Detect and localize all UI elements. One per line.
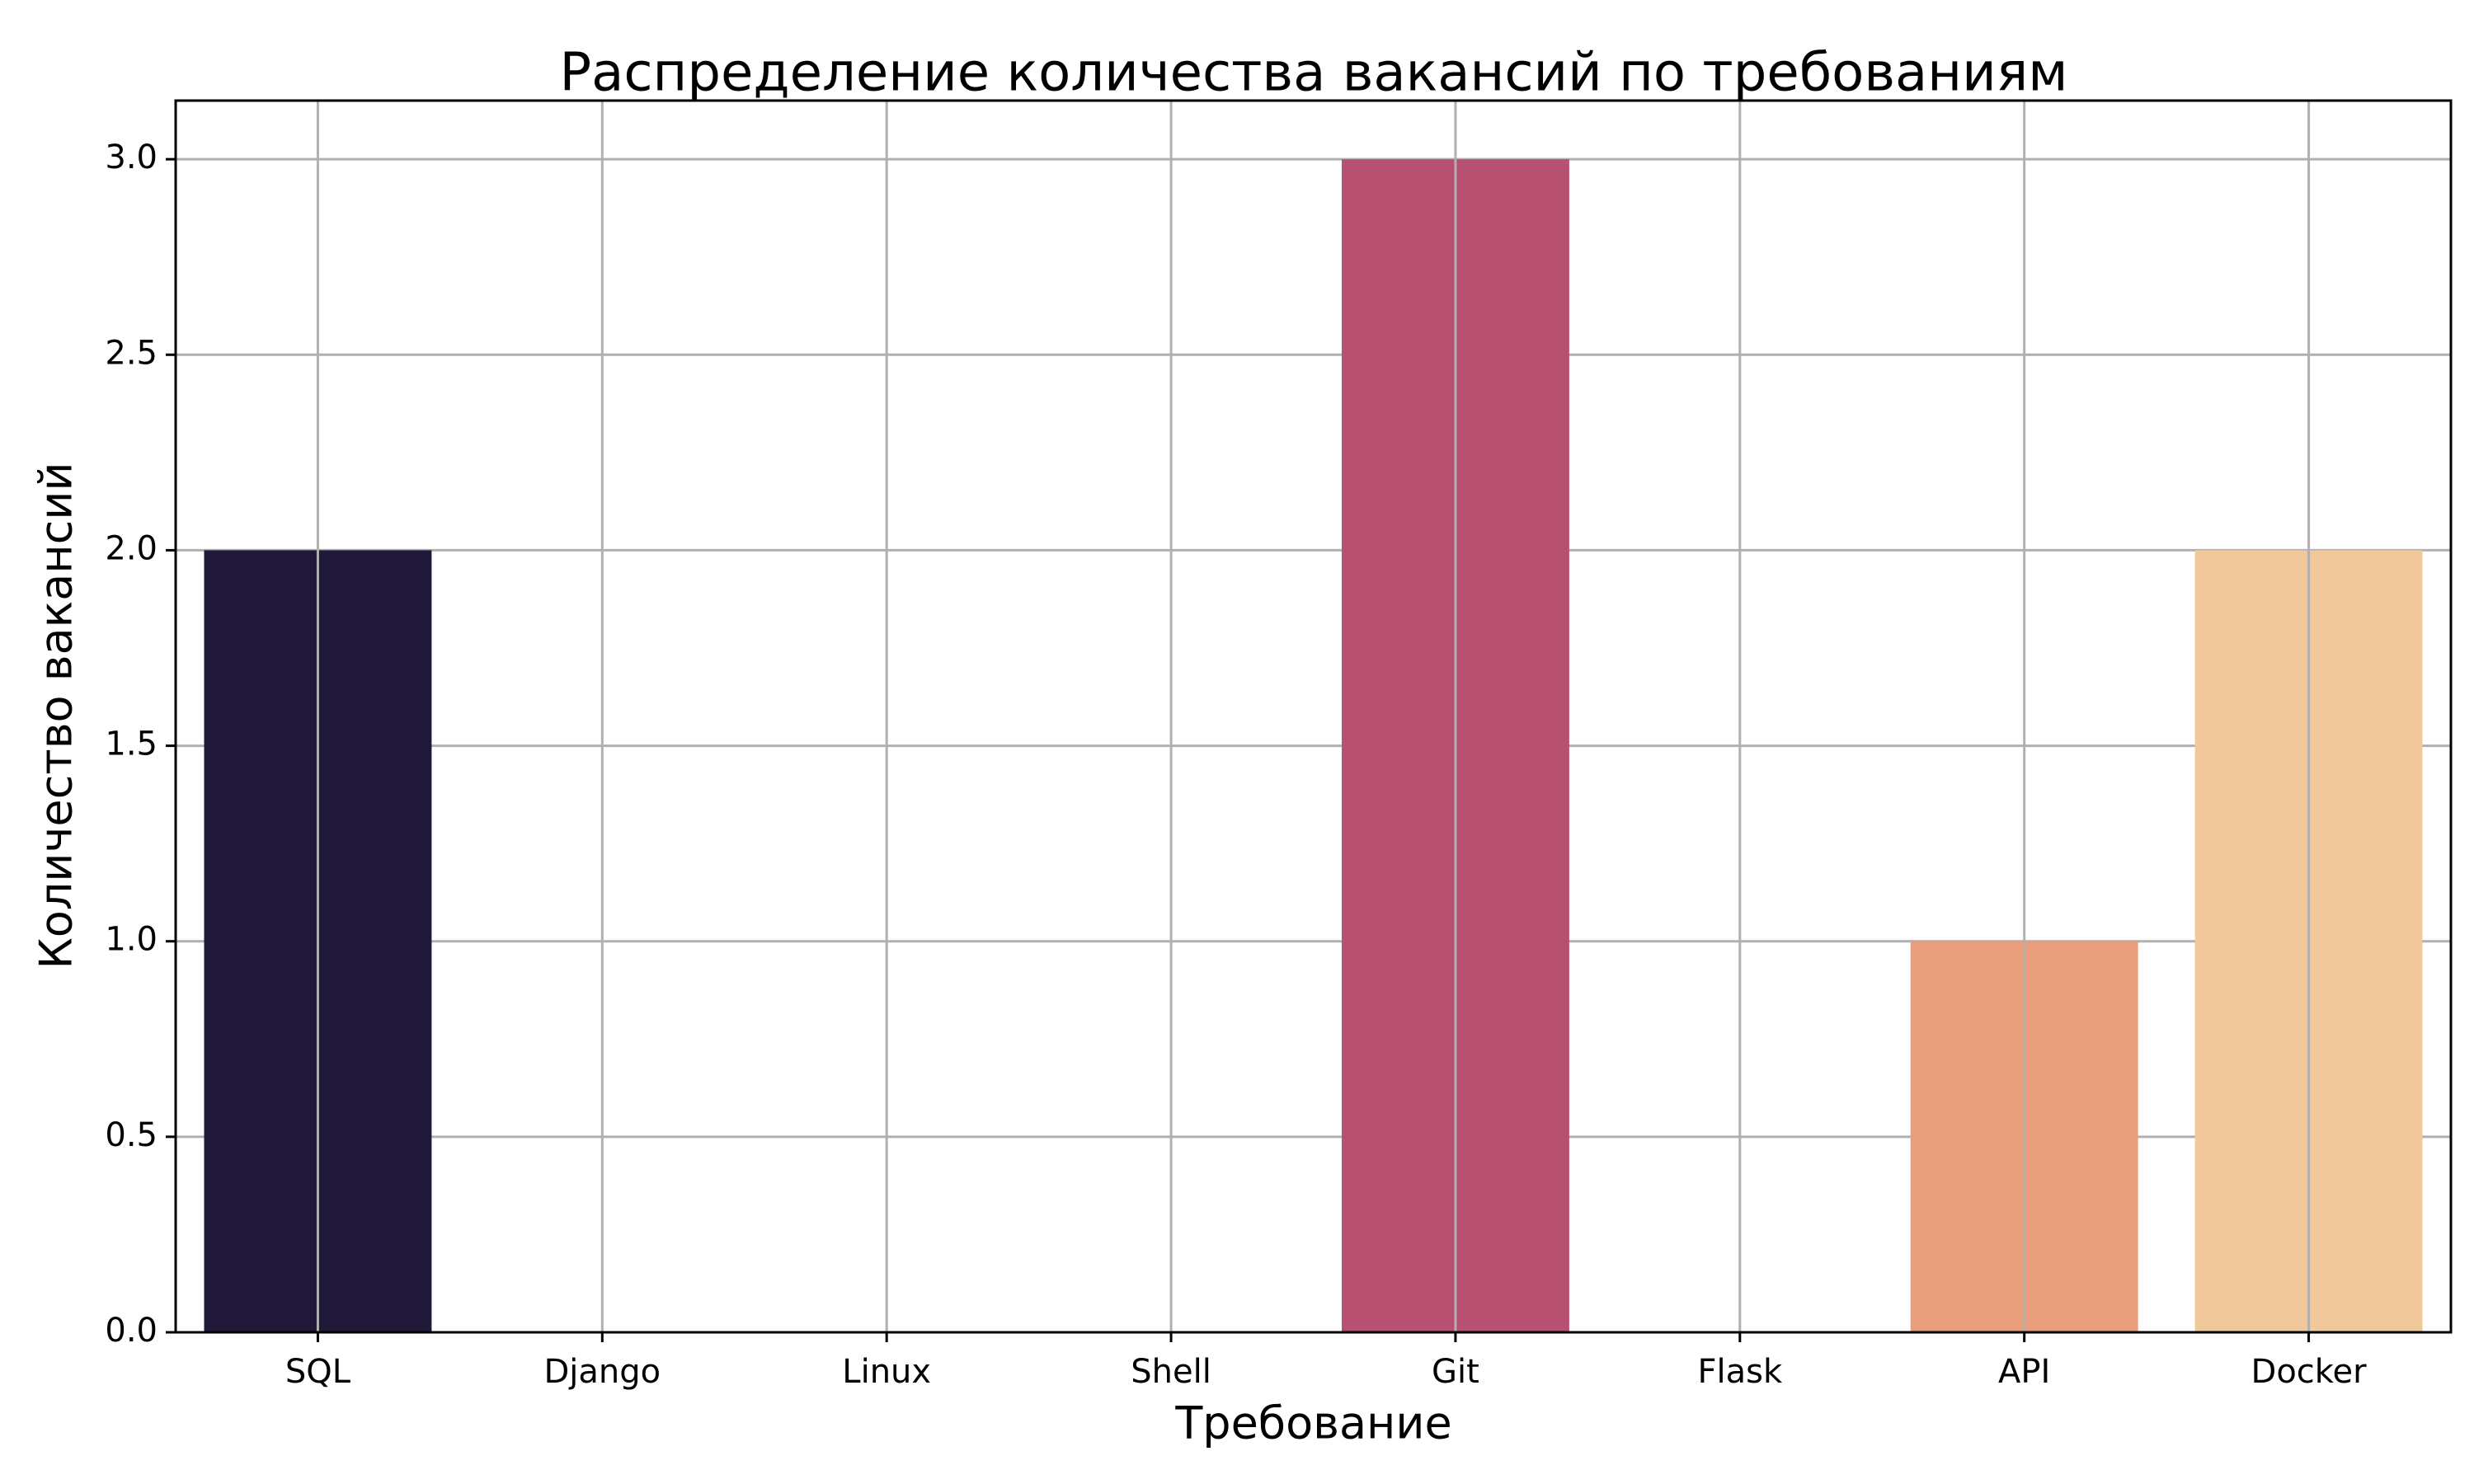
x-grid-layer <box>316 101 2311 1332</box>
y-axis-label: Количество вакансий <box>31 462 82 969</box>
x-tick-label: Django <box>543 1353 661 1391</box>
x-tick-label: SQL <box>285 1353 351 1391</box>
y-tick-label: 2.0 <box>105 529 158 567</box>
x-tick-label: Flask <box>1697 1353 1782 1391</box>
x-axis-label: Требование <box>1174 1397 1451 1449</box>
x-tick-label: API <box>1998 1353 2050 1391</box>
x-tick-label: Docker <box>2251 1353 2368 1391</box>
x-tick-label: Shell <box>1131 1353 1211 1391</box>
y-tick-label: 0.5 <box>105 1116 158 1154</box>
y-tick-label: 0.0 <box>105 1312 158 1350</box>
chart-title: Распределение количества вакансий по тре… <box>560 43 2068 104</box>
axis-layer <box>174 99 2453 1334</box>
ticks-layer: 0.0 0.5 1.0 1.5 2.0 2.5 3.0 SQL Django Linux Shell… <box>105 139 2367 1391</box>
x-tick-label: Git <box>1432 1353 1479 1391</box>
y-tick-label: 1.5 <box>105 726 158 763</box>
y-tick-label: 3.0 <box>105 139 158 176</box>
y-tick-label: 2.5 <box>105 334 158 372</box>
x-tick-label: Linux <box>842 1353 931 1391</box>
y-tick-label: 1.0 <box>105 921 158 959</box>
plot-frame <box>174 99 2453 1334</box>
